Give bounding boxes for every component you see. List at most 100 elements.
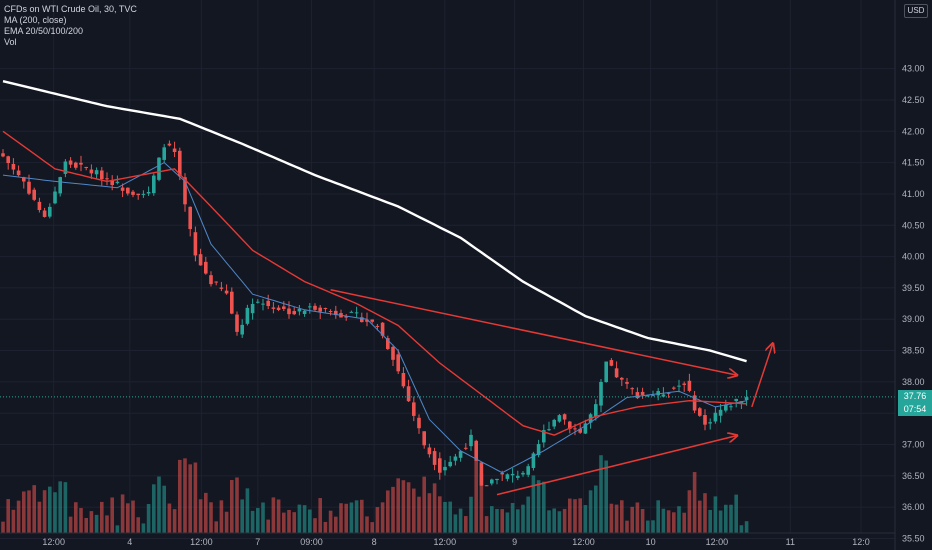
trendlines	[330, 289, 773, 496]
candle-body	[63, 161, 68, 174]
x-tick-label: 4	[127, 537, 132, 547]
volume-bar	[531, 475, 536, 533]
x-tick-label: 12:00	[190, 537, 213, 547]
candle-body	[604, 361, 608, 383]
volume-bar	[157, 476, 161, 533]
candle-body	[183, 177, 187, 205]
volume-bar	[37, 501, 42, 533]
candle-body	[198, 254, 203, 266]
volume-bar	[542, 481, 546, 533]
candle-body	[583, 423, 588, 434]
candle-body	[162, 147, 166, 160]
y-tick-label: 36.50	[902, 471, 925, 481]
candle-body	[271, 307, 276, 309]
candle-body	[573, 428, 577, 430]
candle-body	[37, 201, 42, 211]
candle-body	[136, 193, 140, 196]
volume-bar	[188, 464, 192, 533]
volume-bar	[131, 500, 135, 533]
volume-bar	[84, 517, 88, 533]
volume-bar	[287, 509, 291, 533]
volume-bar	[11, 509, 16, 533]
candle-body	[245, 307, 250, 324]
candle-body	[120, 187, 125, 191]
volume-bar	[479, 473, 484, 533]
y-tick-label: 36.00	[902, 502, 925, 512]
x-tick-label: 10	[646, 537, 656, 547]
volume-bar	[692, 472, 697, 533]
volume-bar	[110, 497, 114, 533]
volume-bar	[432, 483, 437, 533]
volume-bar	[661, 508, 666, 533]
candle-body	[640, 391, 645, 395]
volume-bar	[625, 520, 629, 533]
volume-bar	[79, 508, 83, 533]
volume-bar	[63, 482, 68, 533]
candle-body	[292, 311, 296, 315]
candle-body	[27, 181, 31, 194]
candle-body	[490, 479, 494, 484]
chart-grid	[0, 0, 895, 539]
volume-bar	[318, 498, 322, 533]
y-tick-label: 41.00	[902, 189, 925, 199]
candle-body	[94, 170, 99, 175]
candle-body	[703, 415, 707, 425]
candle-body	[718, 409, 723, 416]
volume-bar	[724, 504, 728, 533]
candle-body	[105, 178, 109, 180]
legend-vol[interactable]: Vol	[4, 37, 17, 47]
candle-body	[438, 458, 442, 473]
candle-body	[224, 290, 229, 294]
candle-body	[417, 417, 421, 429]
legend-symbol[interactable]: CFDs on WTI Crude Oil, 30, TVC	[4, 4, 137, 14]
volume-bar	[609, 503, 614, 533]
volume-bar	[370, 522, 374, 533]
volume-bar	[193, 462, 198, 533]
volume-bar	[235, 477, 239, 533]
volume-bar	[490, 506, 494, 533]
candle-body	[308, 306, 312, 308]
candle-body	[328, 311, 333, 313]
volume-bar	[552, 508, 556, 533]
volume-bar	[365, 516, 369, 533]
candle-body	[630, 388, 634, 390]
candle-body	[505, 474, 510, 479]
candle-body	[526, 466, 530, 475]
legend-ma[interactable]: MA (200, close)	[4, 15, 67, 25]
candle-body	[250, 303, 255, 314]
volume-bar	[500, 509, 504, 533]
candle-body	[53, 191, 57, 204]
candle-body	[427, 447, 432, 455]
volume-bar	[68, 516, 73, 533]
volume-bar	[406, 482, 411, 533]
volume-bar	[162, 485, 166, 533]
candle-body	[495, 478, 499, 481]
candle-body	[209, 275, 213, 285]
candle-body	[474, 440, 478, 461]
candle-body	[614, 368, 619, 378]
volume-bar	[380, 502, 385, 533]
volume-bar	[526, 496, 530, 533]
candle-body	[370, 319, 374, 322]
candle-body	[261, 303, 265, 305]
time-axis[interactable]: 12:00 4 12:00 7 09:00 8 12:00 9 12:00 10 12:00 11 12…	[0, 532, 895, 547]
volume-bar	[276, 499, 281, 533]
volume-bar	[573, 499, 577, 533]
price-axis[interactable]: 35.5036.0036.5037.0037.5038.0038.5039.00…	[894, 0, 925, 550]
currency-badge[interactable]: USD	[904, 4, 928, 18]
candle-body	[406, 386, 411, 402]
candle-body	[516, 475, 520, 478]
candle-body	[458, 451, 463, 458]
candle-body	[724, 404, 728, 411]
volume-bar	[729, 504, 733, 533]
legend-ema[interactable]: EMA 20/50/100/200	[4, 26, 84, 36]
candle-body	[84, 166, 88, 168]
candle-body	[141, 193, 146, 195]
volume-bar	[178, 459, 182, 533]
volume-bar	[521, 504, 525, 533]
volume-bar	[417, 496, 421, 533]
volume-bar	[141, 523, 146, 533]
candle-body	[152, 175, 156, 194]
volume-bar	[630, 506, 634, 533]
